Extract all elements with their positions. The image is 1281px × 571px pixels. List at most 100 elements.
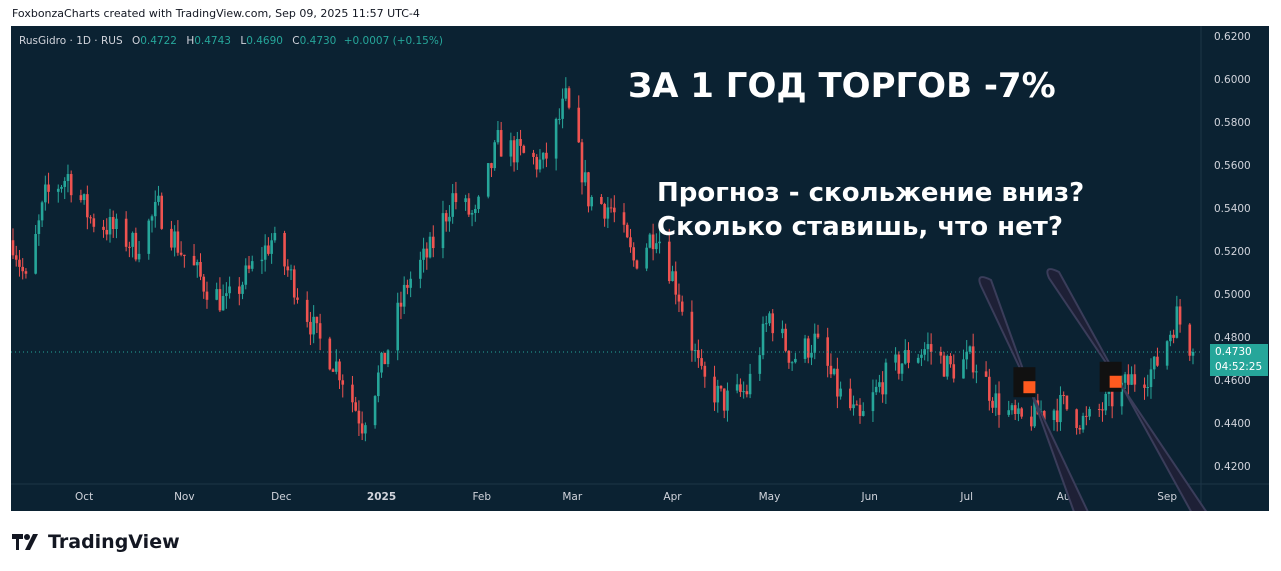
candle-body[interactable]	[881, 382, 884, 395]
candle-body[interactable]	[991, 400, 994, 408]
candle-body[interactable]	[79, 195, 83, 201]
candle-body[interactable]	[968, 346, 972, 352]
candle-body[interactable]	[157, 195, 160, 202]
candle-body[interactable]	[309, 321, 312, 335]
candle-body[interactable]	[402, 284, 406, 307]
candle-body[interactable]	[448, 216, 451, 222]
candle-body[interactable]	[897, 354, 901, 374]
tradingview-logo[interactable]: TradingView	[12, 531, 180, 553]
candle-body[interactable]	[215, 289, 218, 300]
candle-body[interactable]	[541, 152, 545, 160]
candle-body[interactable]	[583, 172, 587, 183]
candle-body[interactable]	[768, 313, 771, 324]
candle-body[interactable]	[806, 338, 810, 358]
candle-body[interactable]	[794, 358, 797, 363]
candle-body[interactable]	[535, 156, 539, 170]
candle-body[interactable]	[522, 145, 526, 153]
candle-body[interactable]	[1052, 410, 1056, 421]
candle-body[interactable]	[1020, 408, 1023, 417]
candle-body[interactable]	[470, 212, 474, 215]
candle-body[interactable]	[1062, 394, 1065, 396]
candle-body[interactable]	[658, 241, 661, 244]
candle-body[interactable]	[69, 174, 73, 196]
candle-body[interactable]	[305, 299, 309, 322]
candle-body[interactable]	[1085, 415, 1088, 417]
candle-body[interactable]	[971, 346, 975, 373]
candle-body[interactable]	[454, 193, 458, 203]
candle-body[interactable]	[916, 357, 920, 363]
candle-body[interactable]	[192, 255, 196, 266]
candle-body[interactable]	[1013, 405, 1017, 415]
candle-body[interactable]	[147, 220, 151, 254]
candle-body[interactable]	[629, 237, 632, 248]
candle-body[interactable]	[545, 152, 548, 159]
candle-body[interactable]	[63, 180, 67, 187]
candle-body[interactable]	[241, 284, 244, 294]
candle-body[interactable]	[952, 364, 956, 379]
candle-body[interactable]	[984, 371, 988, 377]
candle-body[interactable]	[852, 404, 855, 409]
candle-body[interactable]	[467, 198, 471, 215]
candle-body[interactable]	[965, 351, 968, 360]
candle-body[interactable]	[425, 248, 429, 258]
candle-body[interactable]	[655, 243, 658, 250]
candle-body[interactable]	[509, 140, 513, 157]
candle-body[interactable]	[160, 195, 164, 229]
candle-body[interactable]	[748, 373, 752, 395]
candle-body[interactable]	[816, 333, 820, 338]
candle-body[interactable]	[609, 207, 613, 209]
candle-body[interactable]	[781, 328, 784, 334]
candle-body[interactable]	[493, 142, 496, 169]
candle-body[interactable]	[929, 344, 933, 352]
candle-body[interactable]	[1097, 409, 1101, 411]
candle-body[interactable]	[37, 220, 41, 234]
candle-body[interactable]	[105, 229, 109, 235]
candle-body[interactable]	[810, 352, 813, 358]
candle-body[interactable]	[183, 254, 186, 256]
candle-body[interactable]	[839, 388, 842, 397]
candle-body[interactable]	[858, 404, 862, 416]
candle-body[interactable]	[24, 271, 28, 274]
candle-body[interactable]	[1178, 306, 1182, 325]
candle-body[interactable]	[351, 384, 354, 403]
candle-body[interactable]	[18, 259, 21, 267]
candle-body[interactable]	[600, 196, 603, 204]
candle-body[interactable]	[962, 359, 965, 379]
candle-body[interactable]	[554, 118, 558, 159]
candle-body[interactable]	[86, 194, 89, 218]
candle-body[interactable]	[516, 139, 519, 163]
candle-body[interactable]	[108, 217, 112, 235]
candle-body[interactable]	[428, 236, 432, 258]
candle-body[interactable]	[667, 241, 671, 282]
candle-body[interactable]	[380, 352, 383, 373]
candle-body[interactable]	[21, 266, 24, 272]
candle-body[interactable]	[784, 328, 787, 351]
candle-body[interactable]	[700, 358, 703, 366]
candle-body[interactable]	[1143, 384, 1146, 388]
candle-body[interactable]	[946, 355, 949, 377]
candle-body[interactable]	[1191, 352, 1195, 356]
candle-body[interactable]	[648, 234, 652, 248]
candle-body[interactable]	[829, 365, 833, 375]
candle-body[interactable]	[244, 265, 248, 285]
candle-body[interactable]	[464, 198, 467, 203]
candle-body[interactable]	[674, 271, 678, 295]
candle-body[interactable]	[988, 376, 991, 401]
candle-body[interactable]	[270, 240, 273, 254]
candle-body[interactable]	[949, 355, 952, 365]
candle-body[interactable]	[719, 385, 723, 389]
candle-body[interactable]	[803, 338, 807, 359]
candle-body[interactable]	[1007, 410, 1011, 415]
candle-body[interactable]	[341, 380, 345, 385]
candle-body[interactable]	[250, 261, 254, 269]
candle-body[interactable]	[849, 388, 852, 409]
candle-body[interactable]	[137, 253, 141, 260]
candle-body[interactable]	[787, 350, 791, 363]
candle-body[interactable]	[761, 323, 765, 356]
candlestick-chart[interactable]: 0.4200 0.4400 0.4600 0.4800 0.5000 0.5200 0.54…	[11, 26, 1269, 511]
candle-body[interactable]	[907, 350, 910, 363]
candle-body[interactable]	[56, 188, 60, 192]
candle-body[interactable]	[312, 316, 315, 335]
candle-body[interactable]	[713, 376, 716, 403]
candle-body[interactable]	[153, 201, 157, 217]
